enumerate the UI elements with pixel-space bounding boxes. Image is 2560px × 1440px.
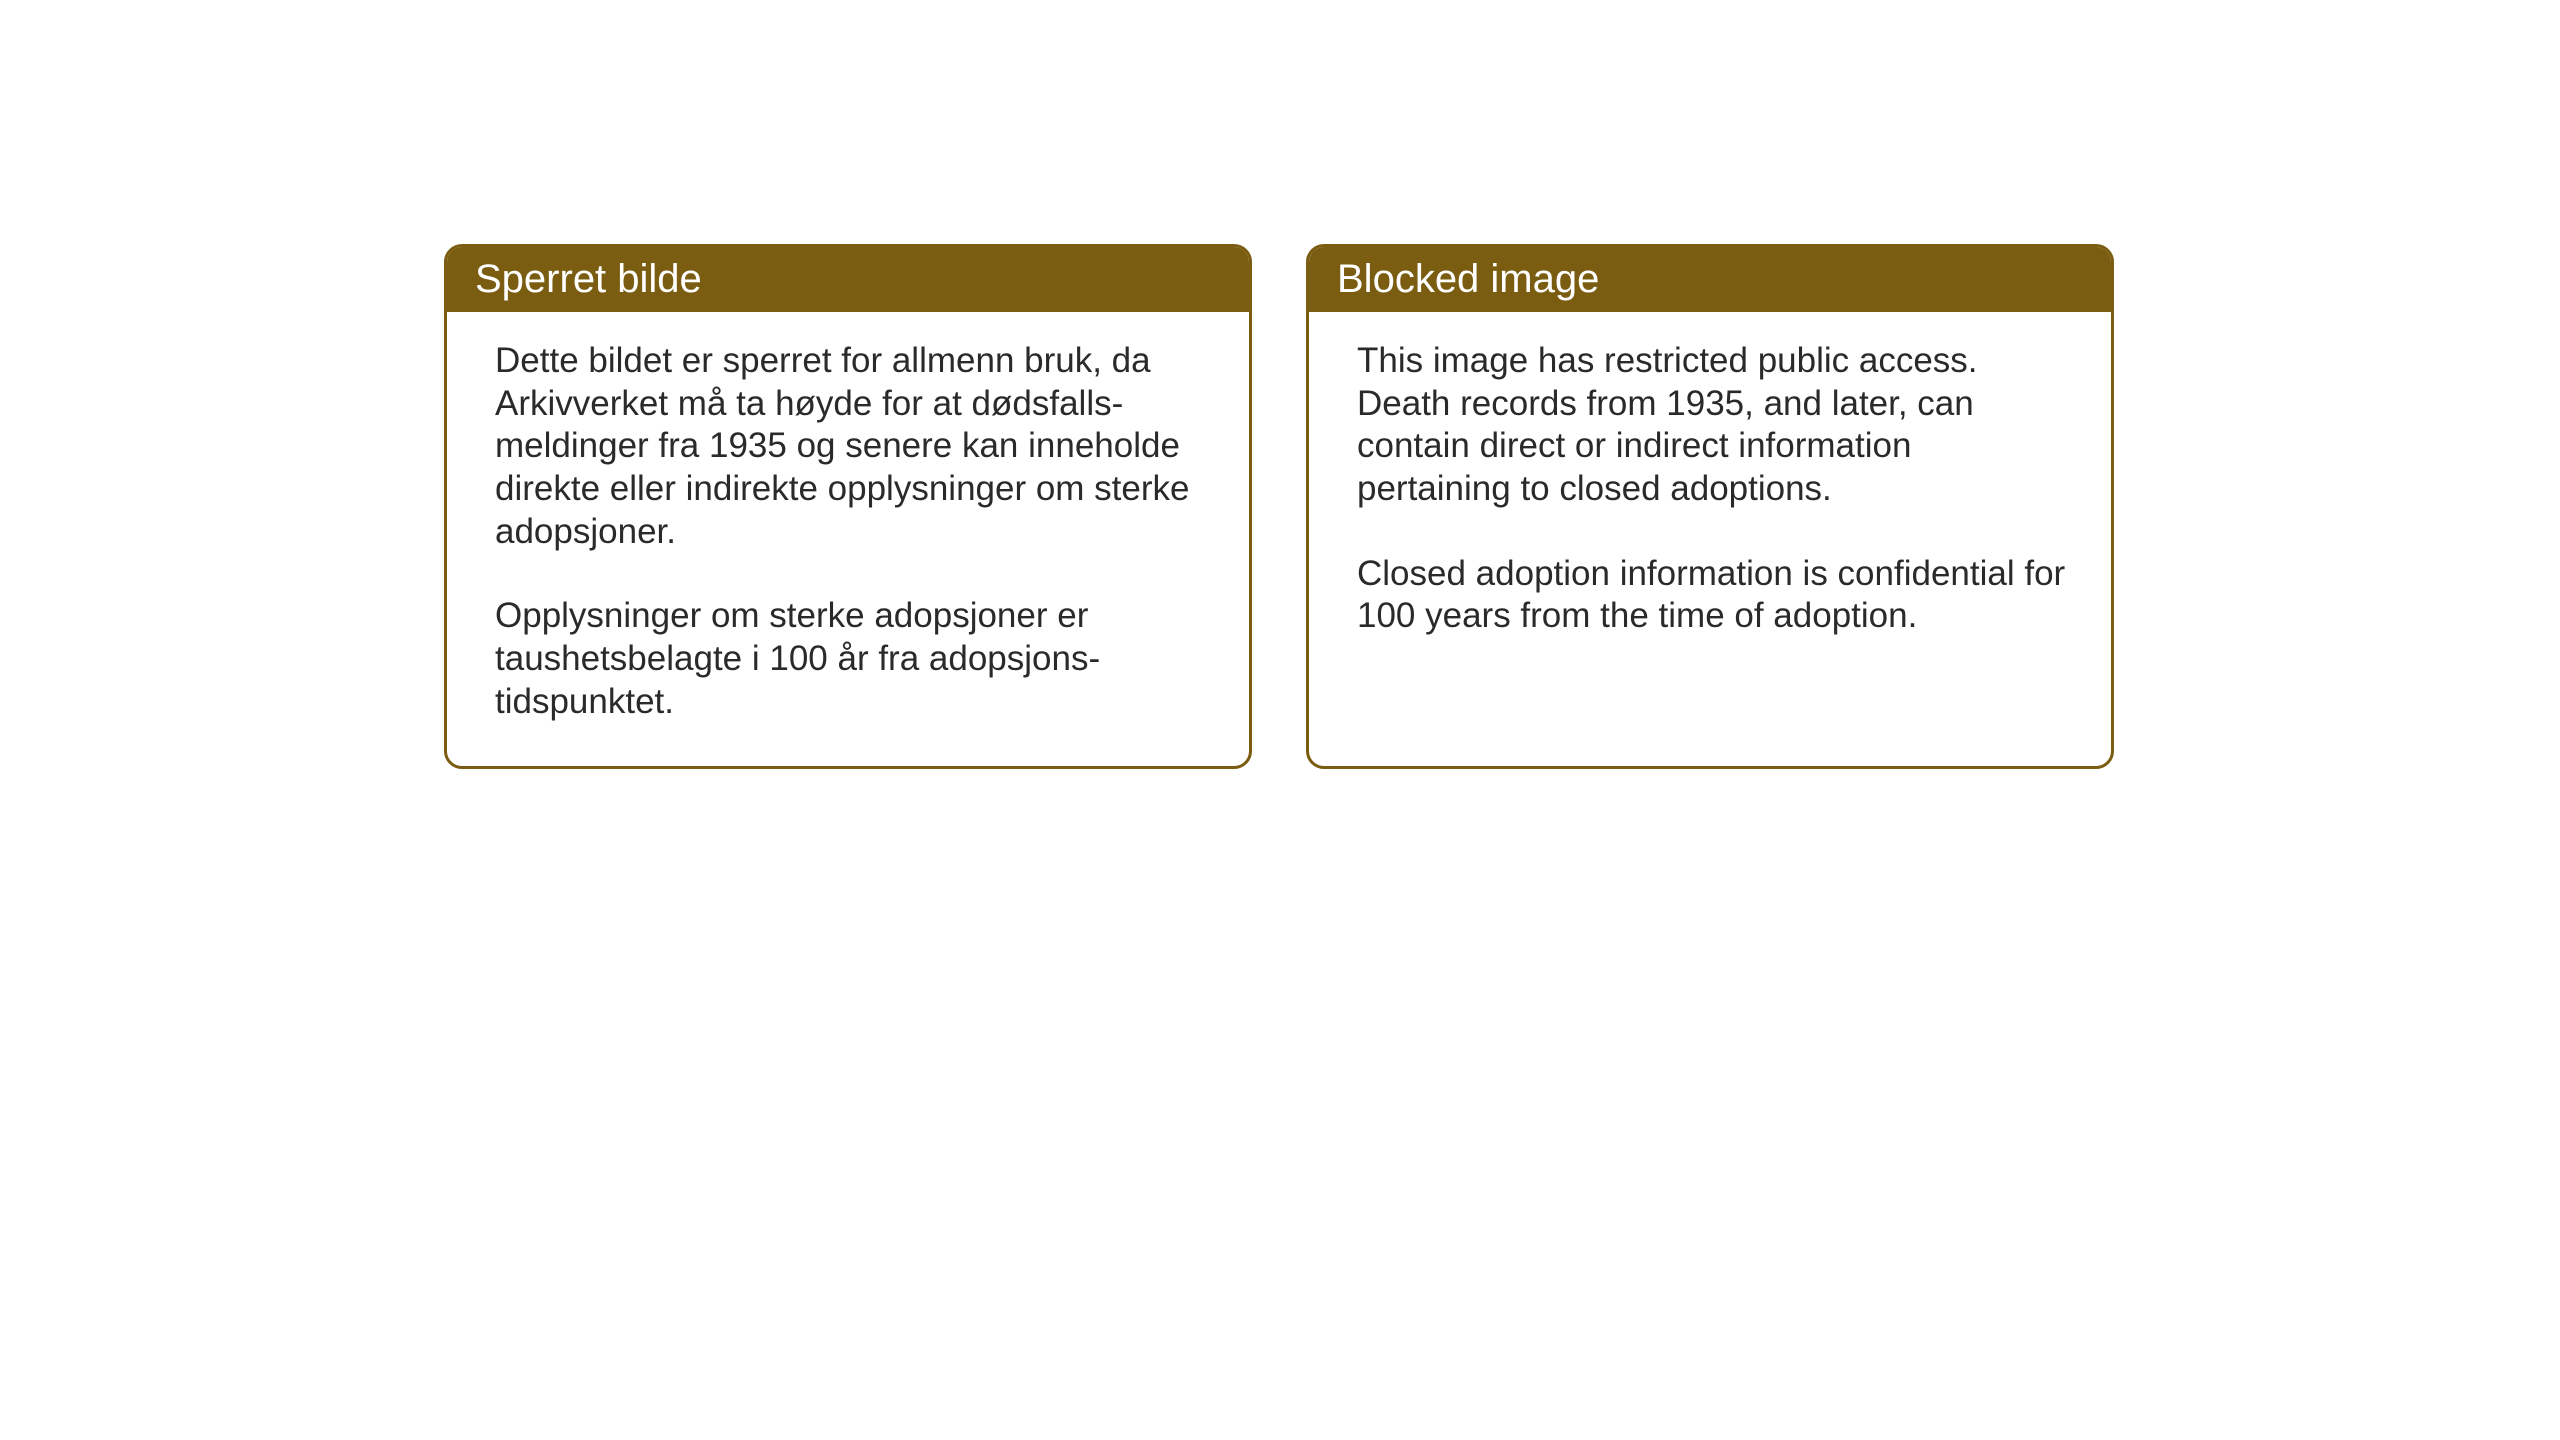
notice-card-container: Sperret bilde Dette bildet er sperret fo… <box>444 244 2114 769</box>
card-header-norwegian: Sperret bilde <box>447 247 1249 312</box>
card-title-norwegian: Sperret bilde <box>475 257 702 301</box>
card-header-english: Blocked image <box>1309 247 2111 312</box>
notice-card-english: Blocked image This image has restricted … <box>1306 244 2114 769</box>
card-paragraph-1-english: This image has restricted public access.… <box>1357 340 2071 511</box>
card-title-english: Blocked image <box>1337 257 1599 301</box>
card-paragraph-2-norwegian: Opplysninger om sterke adopsjoner er tau… <box>495 595 1209 723</box>
card-body-norwegian: Dette bildet er sperret for allmenn bruk… <box>447 312 1249 766</box>
card-paragraph-2-english: Closed adoption information is confident… <box>1357 553 2071 638</box>
notice-card-norwegian: Sperret bilde Dette bildet er sperret fo… <box>444 244 1252 769</box>
card-paragraph-1-norwegian: Dette bildet er sperret for allmenn bruk… <box>495 340 1209 553</box>
card-body-english: This image has restricted public access.… <box>1309 312 2111 680</box>
